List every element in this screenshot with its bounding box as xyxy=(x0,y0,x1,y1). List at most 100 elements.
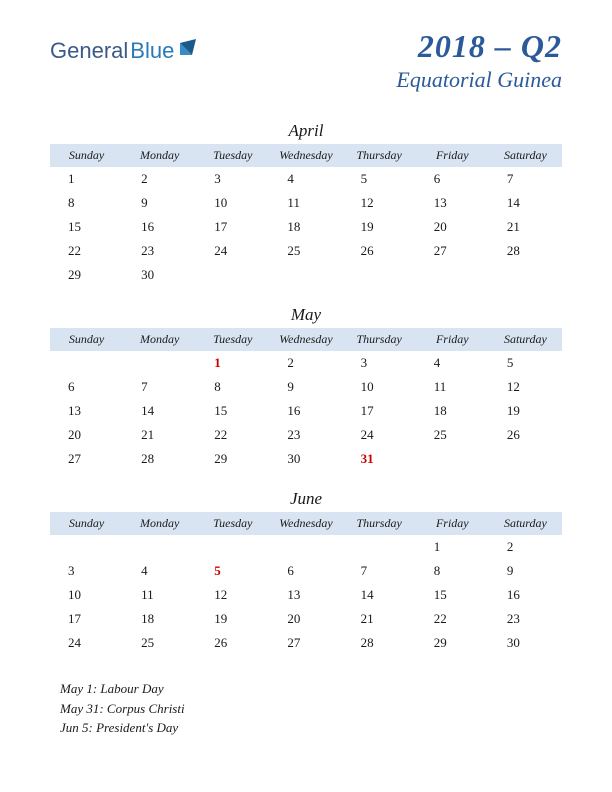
holiday-line: Jun 5: President's Day xyxy=(60,718,552,738)
day-header: Thursday xyxy=(343,328,416,351)
calendar-cell: 27 xyxy=(50,447,123,471)
day-header: Wednesday xyxy=(269,512,342,535)
calendar-cell: 20 xyxy=(269,607,342,631)
calendar-cell xyxy=(489,447,562,471)
calendar-cell: 13 xyxy=(416,191,489,215)
calendar-cell: 17 xyxy=(343,399,416,423)
calendar-cell xyxy=(50,351,123,375)
calendar-table: SundayMondayTuesdayWednesdayThursdayFrid… xyxy=(50,512,562,655)
logo: General Blue xyxy=(50,28,198,64)
calendar-cell: 26 xyxy=(343,239,416,263)
calendar-row: 15161718192021 xyxy=(50,215,562,239)
month-block: April SundayMondayTuesdayWednesdayThursda… xyxy=(50,121,562,287)
calendar-cell: 25 xyxy=(123,631,196,655)
calendar-cell: 30 xyxy=(489,631,562,655)
calendar-cell: 22 xyxy=(50,239,123,263)
calendar-cell xyxy=(123,351,196,375)
calendar-cell: 18 xyxy=(416,399,489,423)
calendar-row: 6789101112 xyxy=(50,375,562,399)
calendar-cell: 9 xyxy=(489,559,562,583)
calendar-cell: 26 xyxy=(196,631,269,655)
day-header: Friday xyxy=(416,512,489,535)
calendar-cell xyxy=(269,263,342,287)
calendar-cell: 23 xyxy=(269,423,342,447)
day-header: Sunday xyxy=(50,512,123,535)
calendar-cell: 8 xyxy=(416,559,489,583)
calendar-cell: 5 xyxy=(489,351,562,375)
logo-arrow-icon xyxy=(178,37,198,62)
calendar-cell: 5 xyxy=(196,559,269,583)
calendar-cell: 12 xyxy=(343,191,416,215)
calendar-cell: 15 xyxy=(196,399,269,423)
calendar-cell: 24 xyxy=(196,239,269,263)
day-header: Monday xyxy=(123,144,196,167)
calendar-cell: 30 xyxy=(269,447,342,471)
calendar-cell xyxy=(343,535,416,559)
calendar-cell: 1 xyxy=(196,351,269,375)
calendar-cell: 28 xyxy=(343,631,416,655)
calendar-cell xyxy=(196,535,269,559)
calendar-cell: 26 xyxy=(489,423,562,447)
calendar-cell: 11 xyxy=(123,583,196,607)
calendar-row: 12 xyxy=(50,535,562,559)
calendar-cell: 3 xyxy=(343,351,416,375)
calendar-cell xyxy=(123,535,196,559)
calendar-cell: 15 xyxy=(50,215,123,239)
calendar-cell: 2 xyxy=(123,167,196,191)
calendar-cell: 23 xyxy=(123,239,196,263)
calendar-cell: 4 xyxy=(269,167,342,191)
calendar-table: SundayMondayTuesdayWednesdayThursdayFrid… xyxy=(50,144,562,287)
calendar-cell: 1 xyxy=(50,167,123,191)
calendar-cell xyxy=(489,263,562,287)
month-name: June xyxy=(50,489,562,509)
calendar-cell: 14 xyxy=(489,191,562,215)
calendar-cell: 30 xyxy=(123,263,196,287)
holiday-line: May 1: Labour Day xyxy=(60,679,552,699)
calendar-cell: 12 xyxy=(489,375,562,399)
period-title: 2018 – Q2 xyxy=(396,28,562,65)
calendar-cell: 21 xyxy=(343,607,416,631)
calendar-table: SundayMondayTuesdayWednesdayThursdayFrid… xyxy=(50,328,562,471)
calendar-cell: 10 xyxy=(343,375,416,399)
month-name: April xyxy=(50,121,562,141)
calendar-row: 22232425262728 xyxy=(50,239,562,263)
calendar-cell: 2 xyxy=(269,351,342,375)
calendar-cell xyxy=(269,535,342,559)
calendar-cell: 15 xyxy=(416,583,489,607)
calendar-cell: 8 xyxy=(50,191,123,215)
holidays-list: May 1: Labour DayMay 31: Corpus ChristiJ… xyxy=(0,655,612,762)
calendar-cell: 16 xyxy=(489,583,562,607)
day-header: Friday xyxy=(416,328,489,351)
day-header: Tuesday xyxy=(196,512,269,535)
calendar-cell: 29 xyxy=(50,263,123,287)
day-header: Monday xyxy=(123,328,196,351)
day-header: Saturday xyxy=(489,144,562,167)
calendar-row: 2930 xyxy=(50,263,562,287)
calendar-cell: 9 xyxy=(269,375,342,399)
calendar-cell xyxy=(50,535,123,559)
calendar-row: 13141516171819 xyxy=(50,399,562,423)
calendar-cell: 21 xyxy=(123,423,196,447)
calendar-cell: 23 xyxy=(489,607,562,631)
holiday-line: May 31: Corpus Christi xyxy=(60,699,552,719)
calendar-cell: 7 xyxy=(343,559,416,583)
calendar-cell: 22 xyxy=(196,423,269,447)
calendar-cell: 1 xyxy=(416,535,489,559)
calendar-cell: 19 xyxy=(343,215,416,239)
month-block: June SundayMondayTuesdayWednesdayThursday… xyxy=(50,489,562,655)
day-header: Saturday xyxy=(489,328,562,351)
calendar-cell: 6 xyxy=(416,167,489,191)
calendar-cell: 2 xyxy=(489,535,562,559)
day-header: Sunday xyxy=(50,144,123,167)
calendar-cell: 11 xyxy=(416,375,489,399)
calendar-cell: 7 xyxy=(489,167,562,191)
calendar-cell xyxy=(416,447,489,471)
calendar-cell: 28 xyxy=(123,447,196,471)
day-header: Thursday xyxy=(343,512,416,535)
day-header: Friday xyxy=(416,144,489,167)
calendar-cell: 18 xyxy=(269,215,342,239)
calendar-cell xyxy=(416,263,489,287)
calendar-cell: 19 xyxy=(489,399,562,423)
calendar-cell: 19 xyxy=(196,607,269,631)
calendar-row: 24252627282930 xyxy=(50,631,562,655)
